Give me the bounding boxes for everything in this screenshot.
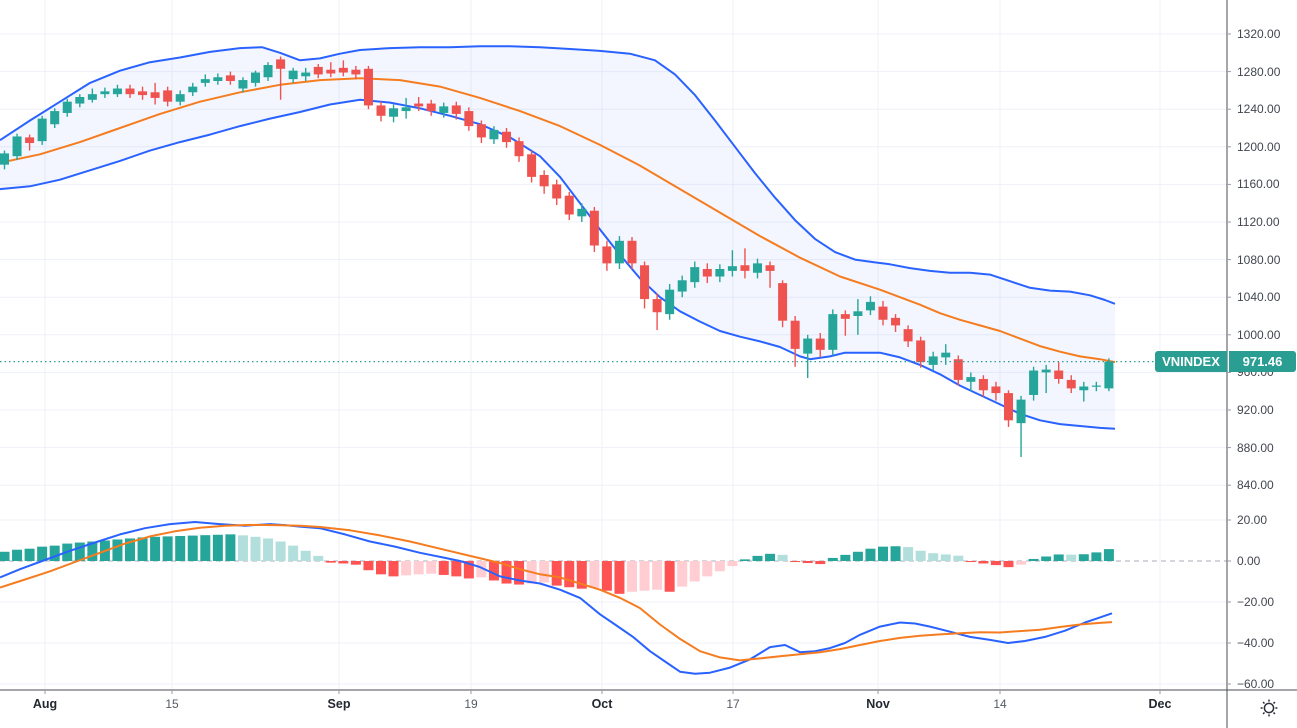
price-axis-label: 1280.00: [1237, 64, 1281, 79]
time-axis-label: 19: [464, 697, 478, 711]
axis-settings-button[interactable]: [1258, 697, 1280, 719]
bollinger-upper-line: [0, 45, 1116, 305]
price-axis-label: 1040.00: [1237, 290, 1281, 305]
gear-icon: [1260, 699, 1278, 717]
macd-axis-label: 20.00: [1237, 513, 1268, 527]
time-axis-label: Dec: [1148, 697, 1172, 711]
price-axis-label: 880.00: [1237, 440, 1274, 455]
price-axis-label: 1120.00: [1237, 215, 1280, 229]
symbol-name-label: VNINDEX: [1155, 351, 1227, 373]
macd-axis-label: −40.00: [1237, 636, 1275, 650]
price-axis-label: 920.00: [1237, 403, 1274, 417]
time-axis-label: Sep: [327, 697, 351, 711]
bollinger-basis-line: [0, 77, 1116, 364]
price-axis-label: 1160.00: [1237, 177, 1280, 192]
grid-lines: [0, 0, 1227, 690]
price-axis-label: 840.00: [1237, 478, 1274, 493]
macd-axis-label: 0.00: [1237, 554, 1261, 568]
time-axis-label: 17: [726, 697, 740, 711]
price-axis-label: 1080.00: [1237, 252, 1281, 267]
time-axis-label: Nov: [866, 697, 890, 711]
bollinger-lower-line: [0, 98, 1116, 430]
candles-series: [0, 56, 1114, 457]
macd-histogram: [0, 534, 1114, 594]
last-price-value: 971.46: [1229, 351, 1296, 373]
price-axis-label: 1000.00: [1237, 327, 1281, 342]
time-axis-label: 15: [165, 697, 179, 711]
macd-axis-label: −20.00: [1237, 595, 1275, 609]
macd-signal-line: [0, 523, 1113, 662]
time-axis-label: Aug: [32, 697, 58, 711]
price-axis-label: 1200.00: [1237, 139, 1281, 154]
price-axis-label: 1240.00: [1237, 102, 1281, 117]
price-axis-label: 1320.00: [1237, 27, 1281, 41]
time-axis-label: Oct: [591, 697, 613, 711]
time-axis-label: 14: [993, 697, 1007, 711]
macd-axis-label: −60.00: [1237, 677, 1275, 691]
